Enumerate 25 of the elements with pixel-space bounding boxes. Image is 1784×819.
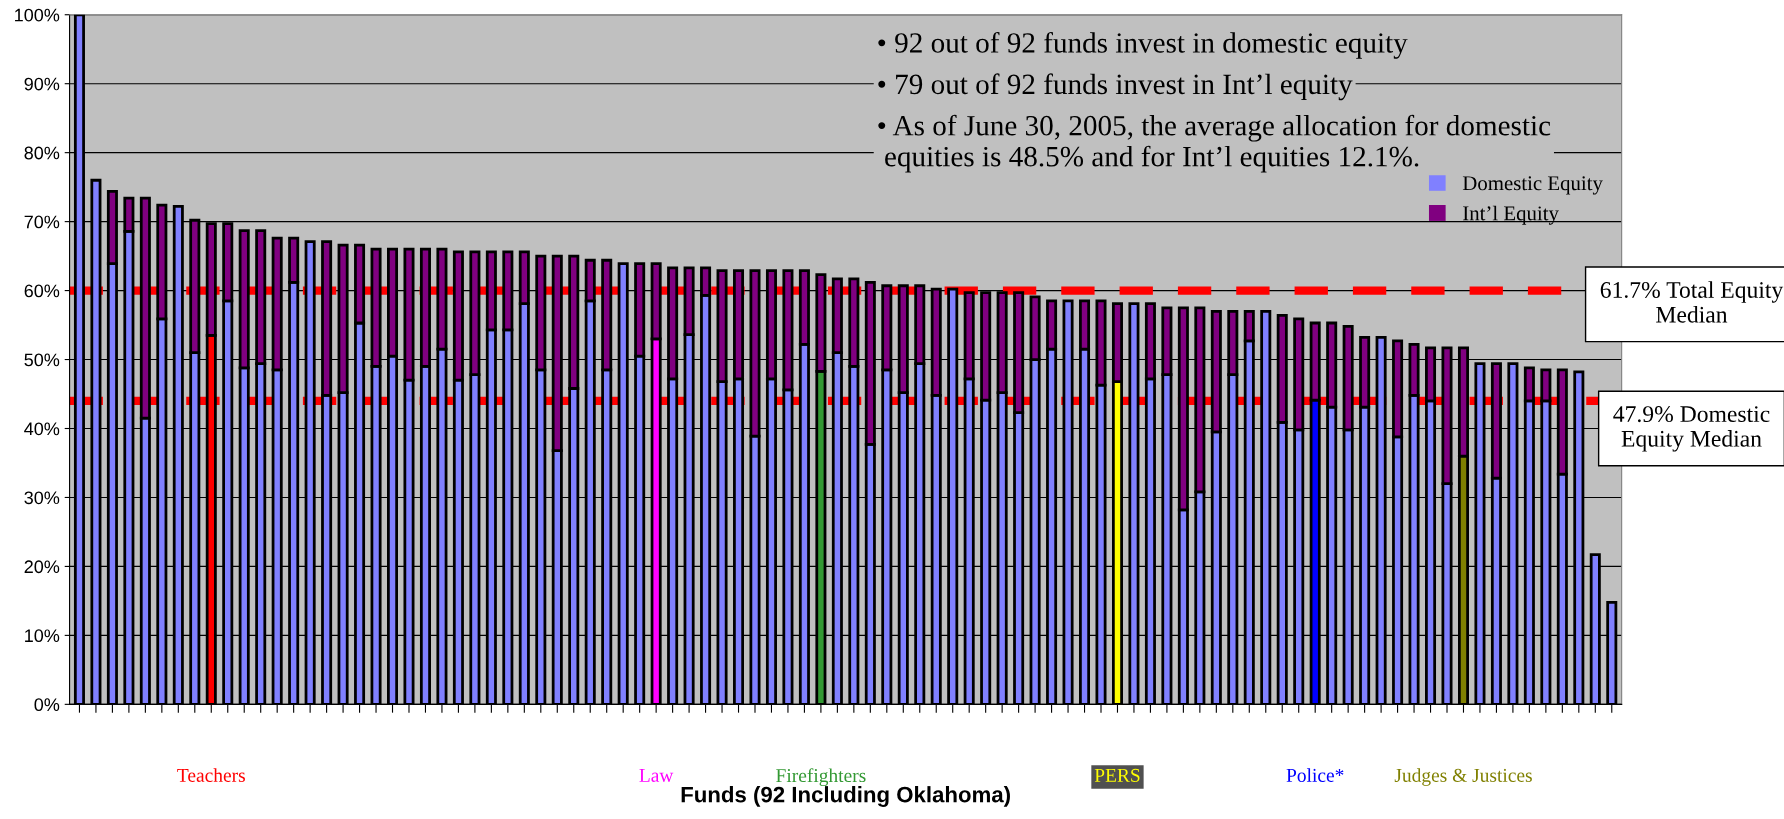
y-tick-label: 0% bbox=[34, 698, 60, 712]
x-tick-label: Judges & Justices bbox=[1394, 768, 1532, 786]
x-tick-label: Firefighters bbox=[776, 768, 866, 787]
y-tick-label: 10% bbox=[25, 629, 60, 643]
y-tick-label: 20% bbox=[24, 560, 60, 574]
y-tick-label: 80% bbox=[24, 146, 60, 160]
annotation: • 79 out of 92 funds invest in Int’l equity bbox=[878, 73, 1353, 101]
y-tick-label: 70% bbox=[24, 215, 60, 229]
x-tick-label: PERS bbox=[1094, 768, 1140, 782]
y-tick-label: 30% bbox=[24, 491, 60, 505]
legend-label: Domestic Equity bbox=[1462, 176, 1603, 195]
x-axis-title: Funds (92 Including Oklahoma) bbox=[681, 786, 1010, 807]
ref-line-label: 47.9% Domestic Equity Median bbox=[1613, 406, 1770, 452]
y-tick-label: 90% bbox=[24, 77, 60, 91]
y-tick-label: 100% bbox=[15, 8, 60, 22]
x-tick-label: Law bbox=[639, 768, 674, 782]
y-tick-label: 50% bbox=[24, 353, 60, 367]
y-tick-label: 60% bbox=[24, 284, 60, 298]
x-tick-label: Teachers bbox=[177, 768, 245, 782]
x-tick-label: Police* bbox=[1286, 768, 1344, 782]
ref-line-label: 61.7% Total Equity Median bbox=[1600, 281, 1784, 323]
legend-label: Int’l Equity bbox=[1463, 205, 1559, 225]
annotation: • As of June 30, 2005, the average allocation for domestic equities is 48.5% and for Int’l equities 12.1%. bbox=[878, 114, 1551, 173]
annotation: • 92 out of 92 funds invest in domestic equity bbox=[878, 31, 1408, 59]
y-tick-label: 40% bbox=[24, 422, 60, 436]
